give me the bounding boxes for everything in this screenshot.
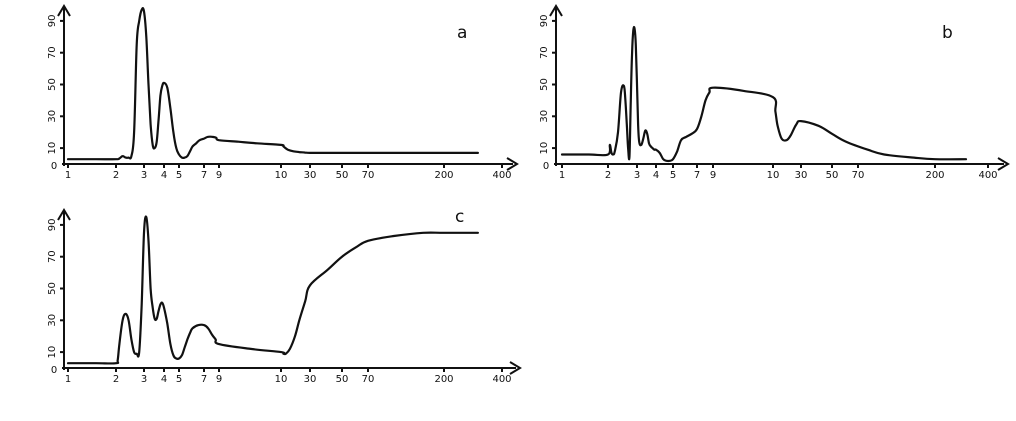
x-tick-label: 30 [795, 170, 808, 181]
x-tick-label: 50 [336, 170, 349, 181]
x-tick-label: 400 [978, 170, 997, 181]
x-axis-arrow-icon [506, 157, 519, 171]
x-tick-label: 50 [826, 170, 839, 181]
y-tick-label: 50 [539, 78, 550, 91]
x-tick-label: 400 [492, 170, 511, 181]
y-tick-label: 10 [539, 142, 550, 155]
x-tick-label: 70 [362, 374, 375, 385]
y-tick-label: 50 [47, 78, 58, 91]
y-tick-label: 70 [539, 46, 550, 59]
x-tick-label: 30 [304, 170, 317, 181]
x-tick-label: 5 [176, 374, 182, 385]
y-tick-label: 10 [47, 346, 58, 359]
x-tick-label: 1 [65, 170, 71, 181]
y-tick-label: 30 [47, 110, 58, 123]
x-tick-label: 4 [161, 170, 167, 181]
x-tick-label: 50 [336, 374, 349, 385]
x-tick-label: 2 [113, 374, 119, 385]
x-tick-label: 10 [275, 374, 288, 385]
y-axis-arrow-icon [549, 4, 563, 17]
x-tick-label: 7 [201, 170, 207, 181]
series-line-b-0 [560, 25, 968, 163]
y-tick-label: 90 [539, 15, 550, 28]
series-line-c-0 [66, 215, 479, 365]
series-line-a-0 [66, 7, 479, 161]
x-tick-label: 5 [670, 170, 676, 181]
x-tick-label: 7 [201, 374, 207, 385]
y-axis-arrow-icon [57, 4, 71, 17]
chart-panel-b: 0 10 30 50 70 90 1 2 3 4 5 7 9 10 30 50 70 200 400 b [539, 4, 1010, 181]
x-tick-label: 2 [113, 170, 119, 181]
x-tick-label: 70 [852, 170, 865, 181]
x-tick-label: 200 [434, 374, 453, 385]
y-tick-label: 90 [47, 15, 58, 28]
x-tick-label: 9 [710, 170, 716, 181]
x-tick-label: 7 [694, 170, 700, 181]
x-tick-label: 3 [634, 170, 640, 181]
x-tick-label: 4 [161, 374, 167, 385]
chart-panel-c: 0 10 30 50 70 90 1 2 3 4 5 7 9 10 30 50 70 200 400 c [47, 207, 522, 385]
x-tick-label: 1 [65, 374, 71, 385]
y-tick-label: 0 [51, 365, 57, 376]
x-axis-arrow-icon [509, 361, 522, 375]
y-tick-label: 70 [47, 46, 58, 59]
x-tick-label: 9 [216, 170, 222, 181]
x-tick-label: 30 [304, 374, 317, 385]
x-axis-arrow-icon [997, 157, 1010, 171]
x-tick-label: 70 [362, 170, 375, 181]
x-tick-label: 4 [653, 170, 659, 181]
x-tick-label: 1 [559, 170, 565, 181]
y-tick-label: 30 [47, 314, 58, 327]
x-tick-label: 10 [275, 170, 288, 181]
x-tick-label: 200 [434, 170, 453, 181]
x-tick-label: 2 [605, 170, 611, 181]
y-tick-label: 90 [47, 219, 58, 232]
y-tick-label: 10 [47, 142, 58, 155]
panel-label-c: c [455, 207, 464, 227]
x-tick-label: 400 [492, 374, 511, 385]
y-tick-label: 70 [47, 250, 58, 263]
x-tick-label: 10 [767, 170, 780, 181]
x-tick-label: 5 [176, 170, 182, 181]
panel-label-a: a [457, 23, 467, 43]
x-tick-label: 3 [141, 374, 147, 385]
chart-panel-a: 0 10 30 50 70 90 1 2 3 4 5 7 9 10 30 50 70 200 400 a [47, 4, 519, 181]
panel-label-b: b [942, 23, 953, 43]
y-axis-arrow-icon [57, 208, 71, 221]
x-tick-label: 3 [141, 170, 147, 181]
y-tick-label: 0 [51, 161, 57, 172]
y-tick-label: 50 [47, 282, 58, 295]
x-tick-label: 200 [925, 170, 944, 181]
y-tick-label: 0 [543, 161, 549, 172]
y-tick-label: 30 [539, 110, 550, 123]
x-tick-label: 9 [216, 374, 222, 385]
